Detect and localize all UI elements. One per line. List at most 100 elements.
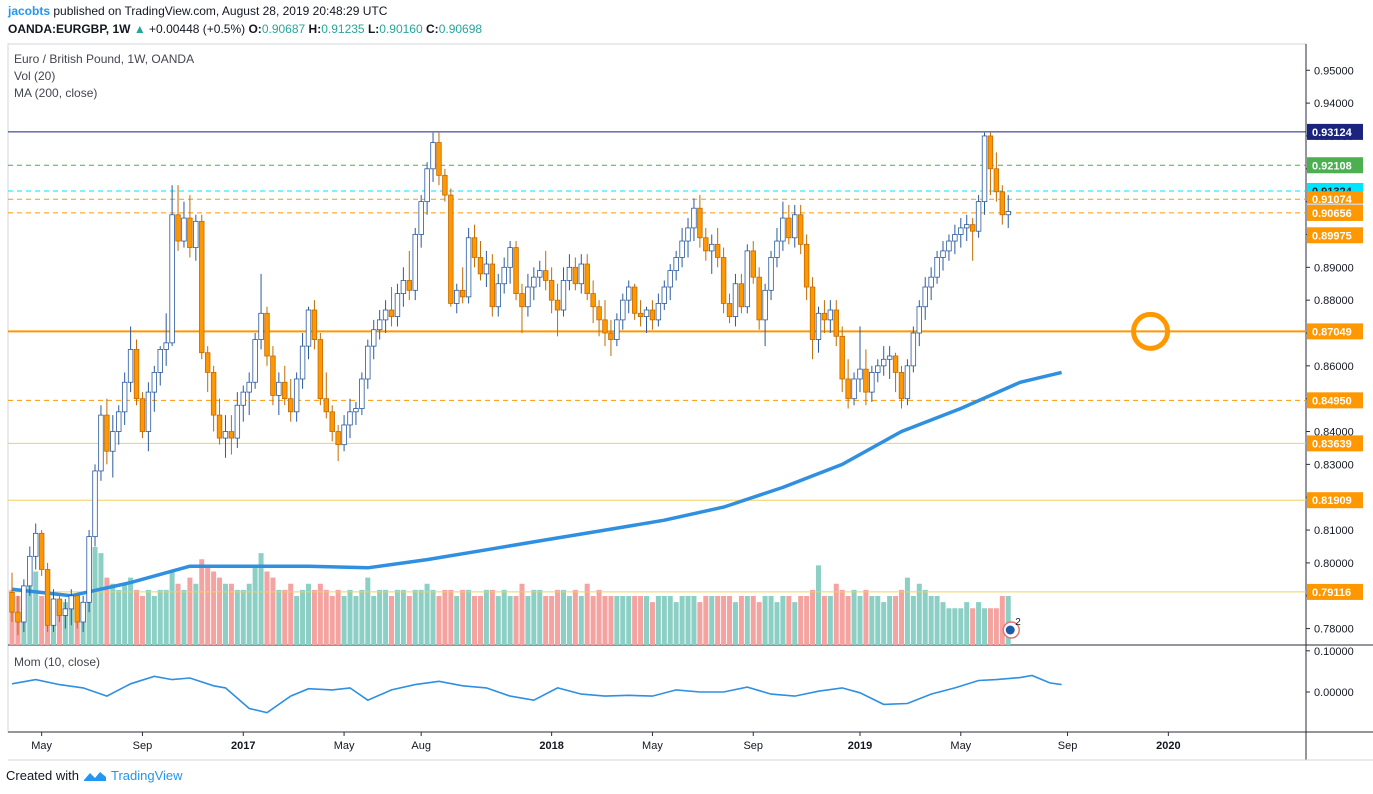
candle-body <box>105 415 110 451</box>
candle-body <box>496 284 501 307</box>
candle-body <box>864 369 869 392</box>
candle-body <box>1000 192 1005 215</box>
candle-body <box>715 244 720 257</box>
candle-body <box>247 382 252 392</box>
candle-body <box>235 405 240 438</box>
candle-body <box>490 264 495 307</box>
volume-bar <box>686 596 691 645</box>
volume-bar <box>946 608 951 645</box>
volume-bar <box>158 590 163 645</box>
volume-bar <box>413 590 418 645</box>
tradingview-link[interactable]: TradingView <box>111 768 183 783</box>
volume-bar <box>460 590 465 645</box>
candle-body <box>520 294 525 307</box>
time-tick-label: 2017 <box>231 740 255 752</box>
volume-bar <box>555 590 560 645</box>
volume-bar <box>264 572 269 646</box>
candle-body <box>674 257 679 270</box>
volume-bar <box>757 602 762 645</box>
candle-body <box>573 267 578 283</box>
candle-body <box>407 280 412 290</box>
candle-body <box>769 257 774 290</box>
time-tick-label: May <box>334 740 355 752</box>
volume-bar <box>792 602 797 645</box>
candle-body <box>348 412 353 425</box>
volume-bar <box>478 596 483 645</box>
candle-body <box>158 349 163 372</box>
volume-bar <box>199 559 204 645</box>
candle-body <box>620 300 625 320</box>
time-tick-label: May <box>642 740 663 752</box>
candle-body <box>609 333 614 340</box>
candle-body <box>994 169 999 192</box>
price-tick-label: 0.89000 <box>1314 262 1354 274</box>
volume-bar <box>774 602 779 645</box>
candle-body <box>460 290 465 297</box>
volume-bar <box>122 584 127 645</box>
volume-bar <box>561 590 566 645</box>
candle-body <box>852 379 857 399</box>
volume-bar <box>300 590 305 645</box>
candle-body <box>449 195 454 303</box>
volume-bar <box>454 596 459 645</box>
volume-bar <box>519 584 524 645</box>
volume-bar <box>146 590 151 645</box>
level-tag-label: 0.93124 <box>1312 127 1353 139</box>
candle-body <box>846 379 851 399</box>
volume-bar <box>229 584 234 645</box>
candle-body <box>834 310 839 336</box>
candle-body <box>721 257 726 303</box>
volume-bar <box>644 596 649 645</box>
candle-body <box>976 202 981 232</box>
volume-bar <box>769 596 774 645</box>
candle-body <box>306 310 311 346</box>
candle-body <box>686 228 691 241</box>
candle-body <box>579 264 584 284</box>
volume-bar <box>727 596 732 645</box>
candle-body <box>93 471 98 537</box>
volume-bar <box>721 596 726 645</box>
candle-body <box>508 248 513 268</box>
candle-body <box>603 320 608 333</box>
volume-bar <box>170 572 175 646</box>
candle-body <box>342 425 347 445</box>
candle-body <box>484 264 489 274</box>
candle-body <box>561 280 566 310</box>
volume-bar <box>935 596 940 645</box>
time-axis: May Sep 2017 May Aug 2018 May Sep 2019 May Sep 2020 <box>31 732 1180 752</box>
candle-body <box>45 569 50 625</box>
volume-bar <box>840 590 845 645</box>
candle-body <box>615 320 620 340</box>
candle-body <box>947 241 952 251</box>
volume-bar <box>828 596 833 645</box>
candle-body <box>472 238 477 258</box>
volume-bar <box>591 596 596 645</box>
volume-bar <box>988 608 993 645</box>
price-tick-label: 0.95000 <box>1314 65 1354 77</box>
candle-body <box>318 340 323 399</box>
volume-bar <box>193 584 198 645</box>
volume-bar <box>941 602 946 645</box>
volume-bar <box>371 596 376 645</box>
volume-bar <box>585 584 590 645</box>
candle-body <box>182 218 187 241</box>
volume-bar <box>573 590 578 645</box>
volume-bar <box>235 590 240 645</box>
tradingview-logo-icon <box>83 769 107 783</box>
volume-bar <box>834 584 839 645</box>
volume-bar <box>917 584 922 645</box>
candle-body <box>75 596 80 622</box>
price-tick-label: 0.80000 <box>1314 558 1354 570</box>
candle-body <box>354 409 359 412</box>
candle-body <box>164 343 169 350</box>
volume-bar <box>116 590 121 645</box>
candle-body <box>277 382 282 395</box>
candle-body <box>377 320 382 330</box>
candle-body <box>371 330 376 346</box>
candle-body <box>282 382 287 398</box>
volume-bar <box>739 596 744 645</box>
candles <box>10 133 1011 635</box>
candle-body <box>389 310 394 317</box>
candle-body <box>360 379 365 409</box>
